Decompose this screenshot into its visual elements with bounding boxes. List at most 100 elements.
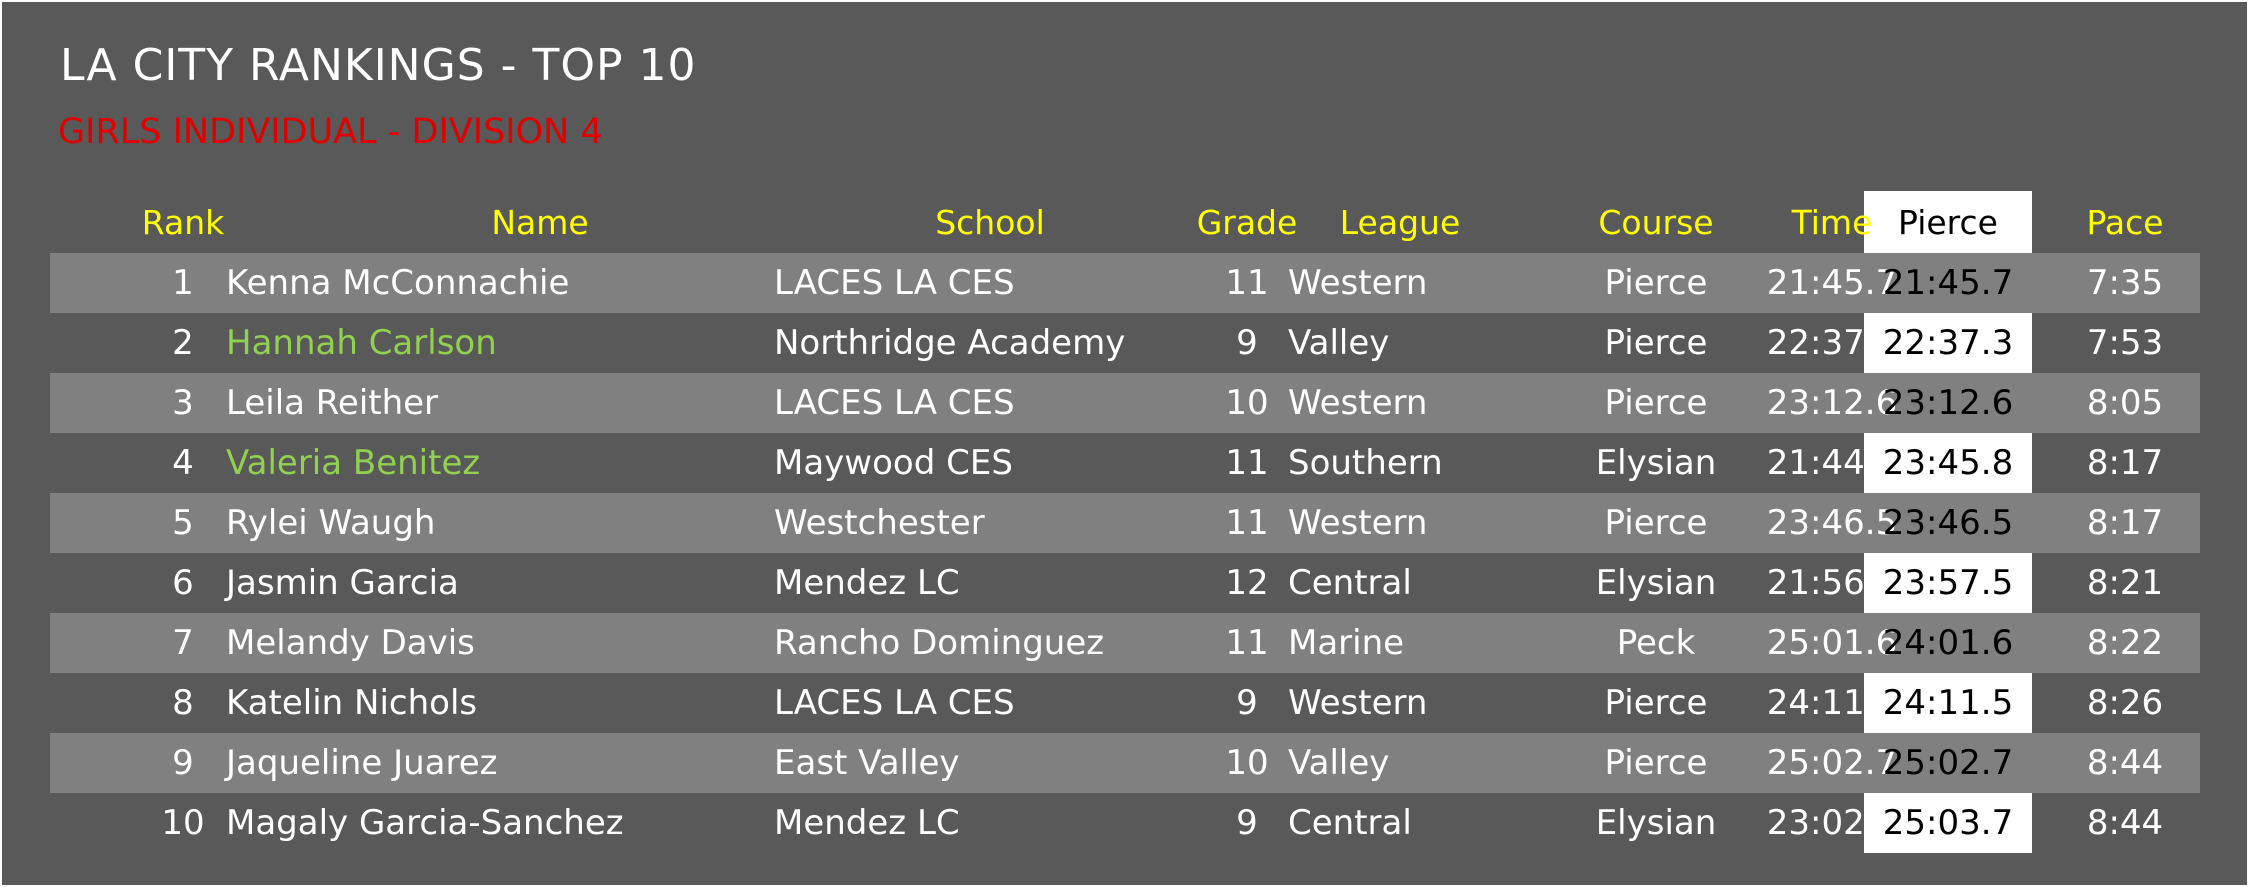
cell-rank: 7 bbox=[172, 623, 194, 663]
cell-rank: 4 bbox=[172, 443, 194, 483]
cell-time: 25:02.7 bbox=[1766, 743, 1898, 783]
cell-pace: 8:21 bbox=[2086, 563, 2164, 603]
cell-pace: 8:22 bbox=[2086, 623, 2164, 663]
cell-pace: 8:44 bbox=[2086, 803, 2164, 843]
cell-course: Pierce bbox=[1604, 263, 1708, 303]
cell-pierce: 22:37.3 bbox=[1882, 323, 2014, 363]
cell-school: Mendez LC bbox=[774, 563, 960, 603]
cell-grade: 11 bbox=[1225, 443, 1269, 483]
cell-league: Western bbox=[1288, 263, 1428, 303]
cell-time: 23:46.5 bbox=[1766, 503, 1898, 543]
cell-grade: 10 bbox=[1225, 743, 1269, 783]
cell-grade: 10 bbox=[1225, 383, 1269, 423]
cell-school: Rancho Dominguez bbox=[774, 623, 1105, 663]
cell-course: Pierce bbox=[1604, 323, 1708, 363]
cell-league: Marine bbox=[1288, 623, 1405, 663]
cell-time: 25:01.6 bbox=[1766, 623, 1898, 663]
cell-time: 21:45.7 bbox=[1766, 263, 1898, 303]
cell-name: Jasmin Garcia bbox=[226, 563, 459, 603]
cell-time: 22:37.3 bbox=[1766, 323, 1898, 363]
cell-league: Valley bbox=[1288, 323, 1390, 363]
table-row: 4 Valeria Benitez Maywood CES 11 Southern Ely… bbox=[50, 433, 2200, 493]
cell-school: Mendez LC bbox=[774, 803, 960, 843]
header-name: Name bbox=[491, 203, 589, 242]
page-subtitle: GIRLS INDIVIDUAL - DIVISION 4 bbox=[58, 112, 603, 152]
cell-pace: 8:26 bbox=[2086, 683, 2164, 723]
cell-course: Pierce bbox=[1604, 743, 1708, 783]
table-row: 6 Jasmin Garcia Mendez LC 12 Central Elysian 2… bbox=[50, 553, 2200, 613]
cell-pierce: 24:01.6 bbox=[1882, 623, 2014, 663]
cell-pierce: 23:57.5 bbox=[1882, 563, 2014, 603]
cell-course: Elysian bbox=[1595, 803, 1717, 843]
table-row: 10 Magaly Garcia-Sanchez Mendez LC 9 Central… bbox=[50, 793, 2200, 853]
cell-grade: 12 bbox=[1225, 563, 1269, 603]
cell-school: LACES LA CES bbox=[774, 383, 1015, 423]
page-title: LA CITY RANKINGS - TOP 10 bbox=[60, 40, 697, 91]
table-row: 2 Hannah Carlson Northridge Academy 9 Valley… bbox=[50, 313, 2200, 373]
cell-pierce: 24:11.5 bbox=[1882, 683, 2014, 723]
cell-course: Pierce bbox=[1604, 503, 1708, 543]
cell-pierce: 21:45.7 bbox=[1882, 263, 2014, 303]
table-row: 8 Katelin Nichols LACES LA CES 9 Western Pier… bbox=[50, 673, 2200, 733]
cell-league: Southern bbox=[1288, 443, 1443, 483]
cell-pierce: 25:02.7 bbox=[1882, 743, 2014, 783]
cell-league: Western bbox=[1288, 383, 1428, 423]
cell-name: Magaly Garcia-Sanchez bbox=[226, 803, 624, 843]
cell-rank: 8 bbox=[172, 683, 194, 723]
cell-course: Peck bbox=[1616, 623, 1696, 663]
cell-league: Western bbox=[1288, 683, 1428, 723]
cell-pace: 8:05 bbox=[2086, 383, 2164, 423]
cell-pace: 8:17 bbox=[2086, 443, 2164, 483]
cell-pierce: 23:12.6 bbox=[1882, 383, 2014, 423]
cell-school: LACES LA CES bbox=[774, 263, 1015, 303]
cell-grade: 9 bbox=[1236, 803, 1258, 843]
cell-time: 23:02.7 bbox=[1766, 803, 1898, 843]
cell-rank: 3 bbox=[172, 383, 194, 423]
cell-name: Rylei Waugh bbox=[226, 503, 436, 543]
cell-league: Western bbox=[1288, 503, 1428, 543]
cell-league: Valley bbox=[1288, 743, 1390, 783]
header-grade: Grade bbox=[1196, 203, 1298, 242]
cell-grade: 11 bbox=[1225, 503, 1269, 543]
cell-time: 21:56.5 bbox=[1766, 563, 1898, 603]
table-row: 7 Melandy Davis Rancho Dominguez 11 Marine Pe… bbox=[50, 613, 2200, 673]
cell-pierce: 23:45.8 bbox=[1882, 443, 2014, 483]
header-pierce: Pierce bbox=[1898, 203, 1998, 242]
cell-time: 24:11.5 bbox=[1766, 683, 1898, 723]
cell-school: Maywood CES bbox=[774, 443, 1013, 483]
cell-pierce: 25:03.7 bbox=[1882, 803, 2014, 843]
header-time: Time bbox=[1791, 203, 1873, 242]
cell-pace: 8:44 bbox=[2086, 743, 2164, 783]
cell-name: Hannah Carlson bbox=[226, 323, 497, 363]
cell-rank: 10 bbox=[161, 803, 205, 843]
cell-pace: 8:17 bbox=[2086, 503, 2164, 543]
cell-school: East Valley bbox=[774, 743, 960, 783]
header-course: Course bbox=[1598, 203, 1714, 242]
cell-school: Westchester bbox=[774, 503, 985, 543]
table-header: Rank Name School Grade League Course Tim… bbox=[50, 193, 2200, 253]
cell-rank: 1 bbox=[172, 263, 194, 303]
cell-name: Katelin Nichols bbox=[226, 683, 478, 723]
cell-name: Kenna McConnachie bbox=[226, 263, 570, 303]
cell-course: Elysian bbox=[1595, 443, 1717, 483]
cell-grade: 11 bbox=[1225, 623, 1269, 663]
cell-school: Northridge Academy bbox=[774, 323, 1126, 363]
cell-grade: 11 bbox=[1225, 263, 1269, 303]
header-rank: Rank bbox=[141, 203, 225, 242]
table-row: 3 Leila Reither LACES LA CES 10 Western Pierc… bbox=[50, 373, 2200, 433]
table-row: 9 Jaqueline Juarez East Valley 10 Valley Pier… bbox=[50, 733, 2200, 793]
table-row: 5 Rylei Waugh Westchester 11 Western Pierce 23… bbox=[50, 493, 2200, 553]
cell-pace: 7:35 bbox=[2086, 263, 2164, 303]
cell-rank: 9 bbox=[172, 743, 194, 783]
cell-grade: 9 bbox=[1236, 323, 1258, 363]
cell-pace: 7:53 bbox=[2086, 323, 2164, 363]
cell-pierce: 23:46.5 bbox=[1882, 503, 2014, 543]
header-pace: Pace bbox=[2086, 203, 2164, 242]
cell-name: Leila Reither bbox=[226, 383, 439, 423]
cell-name: Melandy Davis bbox=[226, 623, 475, 663]
cell-grade: 9 bbox=[1236, 683, 1258, 723]
cell-course: Pierce bbox=[1604, 383, 1708, 423]
cell-rank: 2 bbox=[172, 323, 194, 363]
cell-name: Jaqueline Juarez bbox=[226, 743, 498, 783]
